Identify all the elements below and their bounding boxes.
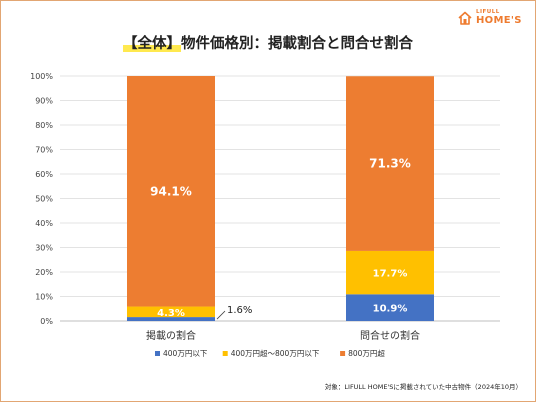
legend-label: 400万円超～800万円以下 xyxy=(231,349,320,358)
y-tick-label: 100% xyxy=(30,72,53,81)
logo-bottom-text: HOME'S xyxy=(476,14,522,26)
footnote: 対象：LIFULL HOME'Sに掲載されていた中古物件（2024年10月） xyxy=(324,383,522,391)
data-label: 71.3% xyxy=(369,157,411,171)
bar-segment xyxy=(346,294,434,321)
y-tick-label: 70% xyxy=(35,146,53,155)
x-tick-label: 掲載の割合 xyxy=(146,329,196,342)
data-label: 17.7% xyxy=(373,269,408,280)
x-tick-label: 問合せの割合 xyxy=(360,329,420,342)
y-tick-label: 20% xyxy=(35,268,53,277)
title-main: 物件価格別：掲載割合と問合せ割合 xyxy=(181,36,413,52)
title-highlight: 【全体】 xyxy=(123,36,181,52)
y-tick-label: 50% xyxy=(35,195,53,204)
bar-segment xyxy=(346,250,434,295)
bar-segment xyxy=(127,76,215,307)
data-label-leader xyxy=(216,310,226,320)
data-label: 94.1% xyxy=(150,184,192,198)
bar-segment xyxy=(346,76,434,251)
legend-swatch xyxy=(340,351,346,356)
data-label: 4.3% xyxy=(157,308,185,319)
y-tick-label: 60% xyxy=(35,170,53,179)
data-label: 10.9% xyxy=(373,304,408,315)
y-tick-label: 30% xyxy=(35,244,53,253)
y-tick-label: 10% xyxy=(35,293,53,302)
house-icon xyxy=(458,11,472,25)
legend-label: 800万円超 xyxy=(348,349,385,358)
data-label: 1.6% xyxy=(227,305,252,316)
y-tick-label: 0% xyxy=(40,317,53,326)
legend-swatch xyxy=(155,351,160,356)
bar-segment xyxy=(127,306,215,318)
chart-title: 【全体】物件価格別：掲載割合と問合せ割合 xyxy=(0,32,536,53)
legend-swatch xyxy=(222,351,228,356)
brand-logo: LIFULL HOME'S xyxy=(458,9,522,28)
legend-label: 400万円以下 xyxy=(163,349,208,358)
y-tick-label: 90% xyxy=(35,97,53,106)
y-tick-label: 40% xyxy=(35,219,53,228)
bar-segment xyxy=(127,317,215,321)
logo-top-text: LIFULL xyxy=(476,9,500,15)
y-tick-label: 80% xyxy=(35,121,53,130)
